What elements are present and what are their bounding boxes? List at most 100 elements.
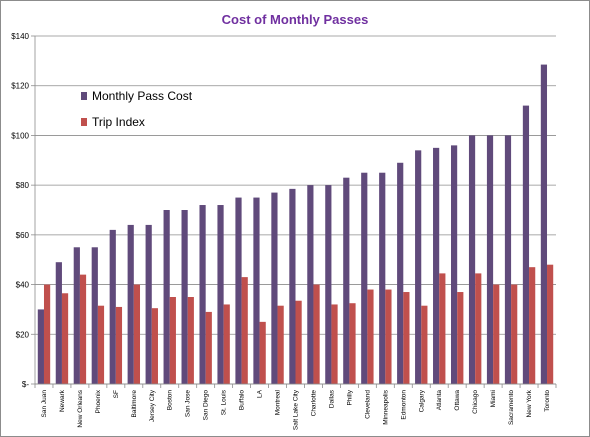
bar-monthly-pass-cost	[163, 210, 170, 384]
bar-monthly-pass-cost	[199, 205, 206, 384]
bar-monthly-pass-cost	[379, 172, 386, 384]
legend-label-trip-index: Trip Index	[92, 115, 145, 129]
x-tick-label: Atlanta	[436, 390, 443, 411]
bar-trip-index	[457, 292, 464, 384]
x-tick-label: New York	[526, 389, 533, 417]
bar-monthly-pass-cost	[235, 197, 242, 384]
x-tick-label: Baltimore	[131, 390, 138, 418]
y-tick-label: $140	[11, 32, 29, 41]
bar-trip-index	[241, 277, 248, 384]
y-tick-label: $100	[11, 131, 29, 140]
bar-monthly-pass-cost	[37, 309, 44, 384]
bar-trip-index	[421, 305, 428, 384]
y-tick-label: $20	[16, 330, 30, 339]
legend: Monthly Pass Cost Trip Index	[81, 89, 193, 129]
x-tick-label: Dallas	[328, 389, 335, 408]
bar-trip-index	[97, 305, 105, 384]
x-tick-label: Minneapolis	[382, 389, 389, 424]
bar-monthly-pass-cost	[73, 247, 80, 384]
bar-monthly-pass-cost	[343, 177, 350, 384]
bar-trip-index	[43, 284, 51, 384]
bar-monthly-pass-cost	[415, 150, 422, 384]
bar-trip-index	[61, 293, 69, 384]
bar-trip-index	[493, 284, 500, 384]
bar-monthly-pass-cost	[361, 172, 368, 384]
x-tick-label: New Orleans	[77, 389, 84, 427]
bar-monthly-pass-cost	[504, 135, 512, 384]
legend-swatch-monthly-pass-cost	[81, 92, 87, 100]
legend-swatch-trip-index	[81, 118, 87, 126]
x-tick-label: Salt Lake City	[293, 389, 300, 430]
bar-monthly-pass-cost	[253, 197, 260, 384]
bar-monthly-pass-cost	[468, 135, 476, 384]
bar-trip-index	[475, 273, 482, 384]
bar-trip-index	[169, 297, 176, 384]
bar-trip-index	[259, 321, 266, 384]
bar-monthly-pass-cost	[522, 105, 530, 384]
bar-trip-index	[295, 300, 302, 384]
x-tick-label: Philly	[346, 389, 353, 405]
x-tick-label: San Diego	[203, 390, 210, 421]
bar-monthly-pass-cost	[91, 247, 98, 384]
chart-title: Cost of Monthly Passes	[222, 12, 369, 27]
bar-trip-index	[115, 306, 123, 384]
x-tick-label: Edmonton	[400, 390, 407, 420]
bar-trip-index	[133, 284, 141, 384]
bar-trip-index	[277, 305, 284, 384]
bars	[37, 64, 554, 384]
x-tick-label: Buffalo	[239, 390, 246, 411]
x-tick-label: Chicago	[472, 390, 479, 414]
bar-monthly-pass-cost	[271, 192, 278, 384]
x-tick-label: Charlotte	[310, 390, 317, 417]
bar-monthly-pass-cost	[55, 262, 62, 384]
x-tick-label: Montreal	[275, 389, 282, 415]
bar-trip-index	[151, 308, 158, 384]
x-tick-label: Cleveland	[364, 390, 371, 419]
bar-monthly-pass-cost	[450, 145, 458, 384]
bar-monthly-pass-cost	[307, 185, 314, 384]
bar-trip-index	[511, 284, 518, 384]
bar-monthly-pass-cost	[217, 205, 224, 384]
bar-trip-index	[223, 304, 230, 384]
bar-trip-index	[79, 274, 87, 384]
bar-monthly-pass-cost	[181, 210, 188, 384]
x-tick-label: Phoenix	[95, 389, 102, 413]
bar-monthly-pass-cost	[486, 135, 494, 384]
bar-trip-index	[313, 284, 320, 384]
y-tick-label: $120	[11, 82, 29, 91]
x-tick-label: Toronto	[544, 390, 551, 412]
y-tick-label: $40	[16, 281, 30, 290]
y-tick-label: $80	[16, 181, 30, 190]
bar-monthly-pass-cost	[433, 147, 440, 384]
x-tick-label: Newark	[59, 389, 66, 412]
bar-monthly-pass-cost	[325, 185, 332, 384]
bar-trip-index	[547, 264, 554, 384]
bar-trip-index	[403, 292, 410, 384]
bar-trip-index	[385, 289, 392, 384]
legend-label-monthly-pass-cost: Monthly Pass Cost	[92, 89, 193, 103]
bar-monthly-pass-cost	[145, 224, 152, 384]
x-tick-label: Ottawa	[454, 390, 461, 411]
bar-trip-index	[187, 297, 194, 384]
x-tick-label: St. Louis	[221, 389, 228, 415]
bar-trip-index	[439, 273, 446, 384]
x-tick-label: Calgary	[418, 389, 425, 412]
x-tick-label: Sacramento	[508, 390, 515, 425]
y-tick-label: $-	[22, 380, 29, 389]
y-axis: $- $20 $40 $60 $80 $100 $120 $140	[11, 32, 36, 389]
x-tick-label: San Jose	[185, 390, 192, 417]
bar-monthly-pass-cost	[109, 229, 116, 384]
x-tick-label: Jersey City	[149, 389, 156, 422]
bar-trip-index	[205, 311, 212, 384]
bar-trip-index	[529, 267, 536, 384]
bar-trip-index	[367, 289, 374, 384]
x-tick-label: San Juan	[41, 390, 48, 418]
bar-monthly-pass-cost	[127, 224, 134, 384]
bar-monthly-pass-cost	[289, 188, 296, 384]
x-tick-label: Boston	[167, 390, 174, 411]
bar-trip-index	[349, 303, 356, 384]
x-axis: San Juan Newark New Orleans Phoenix SF Baltim…	[34, 383, 557, 430]
bar-monthly-pass-cost	[540, 64, 548, 384]
bar-monthly-pass-cost	[397, 162, 404, 384]
